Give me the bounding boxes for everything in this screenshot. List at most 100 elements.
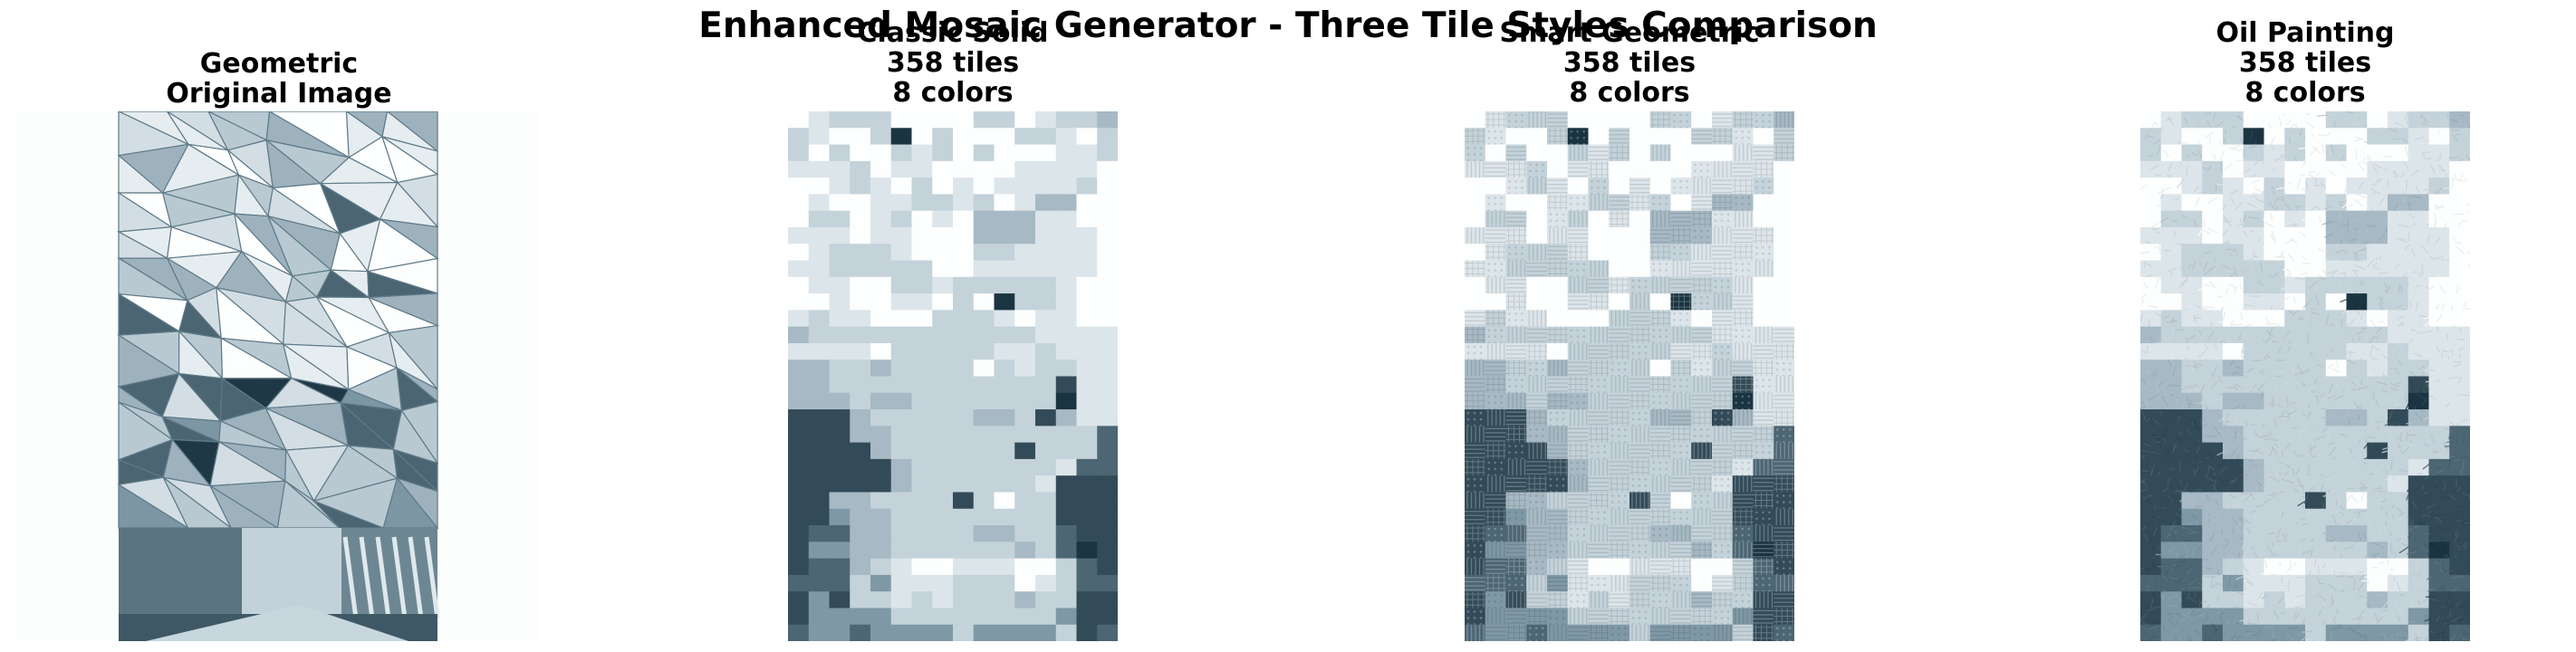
mosaic-tile <box>1567 426 1590 444</box>
mosaic-tile <box>1014 177 1036 196</box>
mosaic-tile <box>890 128 913 146</box>
mosaic-tile <box>1712 177 1734 196</box>
mosaic-tile <box>911 591 933 609</box>
mosaic-tile <box>1712 558 1734 576</box>
mosaic-tile <box>911 342 933 360</box>
mosaic-tile <box>1035 426 1057 444</box>
mosaic-tile <box>1465 244 1486 262</box>
mosaic-tile <box>2448 542 2470 562</box>
mosaic-tile <box>850 210 871 228</box>
mosaic-tile <box>1505 542 1527 560</box>
mosaic-tile <box>953 177 975 196</box>
mosaic-tile <box>850 360 871 378</box>
mosaic-tile <box>994 144 1015 162</box>
mosaic-tile <box>870 608 892 626</box>
mosaic-tile <box>829 177 851 196</box>
mosaic-tile <box>1588 276 1610 294</box>
mosaic-tile <box>953 442 975 460</box>
mosaic-tile <box>1485 409 1507 427</box>
mosaic-tile <box>953 492 975 510</box>
mosaic-tile <box>1753 624 1774 641</box>
mosaic-tile <box>808 226 831 244</box>
mosaic-tile <box>1097 492 1118 510</box>
mosaic-tile <box>890 144 913 162</box>
mosaic-tile <box>1753 128 1774 146</box>
mosaic-tile <box>788 624 810 641</box>
mosaic-tile <box>850 111 871 129</box>
mosaic-tile <box>2449 360 2470 378</box>
mosaic-tile <box>1055 508 1078 526</box>
mosaic-tile <box>1732 508 1754 526</box>
mosaic-tile <box>953 591 975 609</box>
mosaic-tile <box>808 210 831 228</box>
mosaic-tile <box>850 194 871 212</box>
mosaic-tile <box>788 310 810 328</box>
mosaic-tile <box>1732 194 1754 212</box>
mosaic-tile <box>1732 210 1754 228</box>
mosaic-tile <box>1588 260 1610 278</box>
mosaic-tile <box>829 210 851 228</box>
mosaic-tile <box>1505 492 1527 510</box>
mosaic-tile <box>2385 392 2409 413</box>
mosaic-tile <box>1485 177 1507 196</box>
mosaic-tile <box>1773 360 1794 378</box>
mosaic-tile <box>1649 392 1672 411</box>
mosaic-tile <box>994 426 1015 444</box>
mosaic-tile <box>1485 608 1507 626</box>
mosaic-tile <box>1055 326 1078 344</box>
panel-title-line: Classic Solid <box>857 17 1049 49</box>
mosaic-tile <box>890 492 913 510</box>
mosaic-tile <box>1465 260 1486 278</box>
mosaic-tile <box>1035 128 1057 146</box>
mosaic-tile <box>1609 276 1630 294</box>
mosaic-tile <box>1753 542 1774 560</box>
mosaic-tile <box>1505 111 1527 129</box>
mosaic-tile <box>1773 244 1794 262</box>
mosaic-tile <box>2425 177 2450 197</box>
mosaic-tile <box>994 260 1015 278</box>
mosaic-tile <box>2325 342 2348 361</box>
mosaic-tile <box>808 177 831 196</box>
mosaic-tile <box>1567 226 1590 244</box>
mosaic-tile <box>1691 392 1713 410</box>
mosaic-tile <box>870 508 892 526</box>
mosaic-tile <box>808 542 831 560</box>
mosaic-tile <box>1609 144 1630 162</box>
mosaic-tile <box>829 326 851 344</box>
mosaic-tile <box>2342 542 2370 561</box>
mosaic-tile <box>829 360 851 378</box>
mosaic-tile <box>2160 591 2184 609</box>
mosaic-tile <box>1014 244 1036 262</box>
mosaic-tile <box>1773 624 1794 641</box>
mosaic-tile <box>953 409 975 427</box>
mosaic-tile <box>1547 458 1569 476</box>
mosaic-tile <box>2346 376 2368 395</box>
mosaic-tile <box>2140 326 2162 344</box>
mosaic-tile <box>1732 244 1754 262</box>
mosaic-tile <box>1567 624 1590 641</box>
mosaic-tile <box>1567 558 1590 576</box>
mosaic-tile <box>1505 525 1527 542</box>
mosaic-tile <box>1526 194 1548 212</box>
mosaic-tile <box>2197 276 2224 294</box>
mosaic-tile <box>953 194 975 212</box>
mosaic-tile <box>1629 525 1651 542</box>
mosaic-tile <box>2321 210 2348 228</box>
figure-title: Enhanced Mosaic Generator - Three Tile S… <box>698 5 1878 46</box>
mosaic-tile <box>890 624 913 641</box>
mosaic-tile <box>1712 542 1734 560</box>
mosaic-tile <box>1732 591 1754 609</box>
mosaic-tile <box>2216 608 2244 627</box>
mosaic-tile <box>1712 360 1734 378</box>
mosaic-tile <box>808 442 831 460</box>
panel-title-line: 358 tiles <box>1562 47 1697 79</box>
mosaic-tile <box>2263 210 2285 228</box>
mosaic-tile <box>1588 144 1610 162</box>
mosaic-tile <box>911 310 933 328</box>
mosaic-tile <box>2325 144 2348 164</box>
mosaic-tile <box>1097 442 1118 460</box>
mosaic-tile <box>850 574 871 592</box>
mosaic-tile <box>1465 128 1486 146</box>
mosaic-tile <box>2449 276 2470 296</box>
mosaic-tile <box>1691 111 1713 129</box>
